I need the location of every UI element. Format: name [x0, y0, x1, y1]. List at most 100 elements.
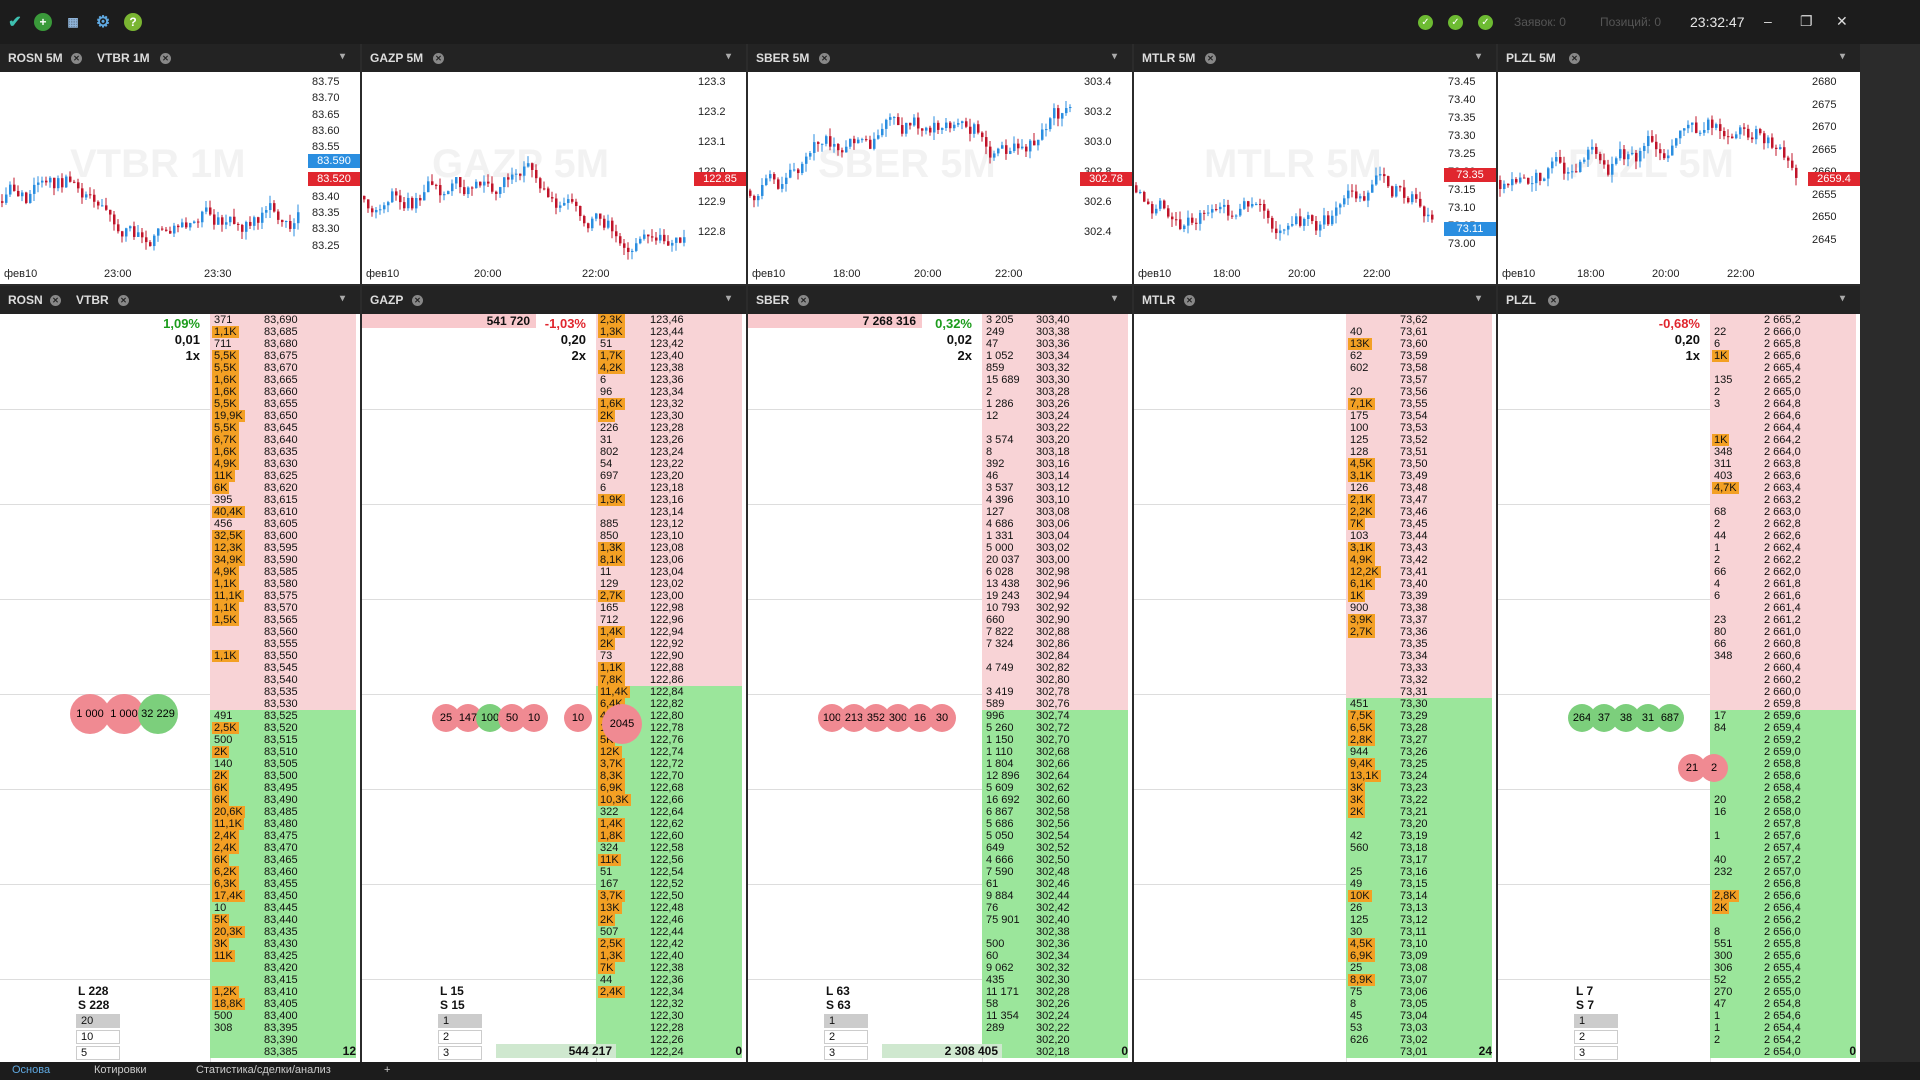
close-tab-icon[interactable]: ✕ [71, 53, 82, 64]
ask-row[interactable]: 7K 73,45 [1346, 518, 1492, 530]
help-icon[interactable]: ? [124, 13, 142, 31]
bid-row[interactable]: 12 896 302,64 [982, 770, 1128, 782]
bid-row[interactable]: 17 2 659,6 [1710, 710, 1856, 722]
ask-row[interactable]: 83,530 [210, 698, 356, 710]
ask-row[interactable]: 1,6K 83,635 [210, 446, 356, 458]
ask-row[interactable]: 6 123,18 [596, 482, 742, 494]
bid-row[interactable]: 6,5K 73,28 [1346, 722, 1492, 734]
ask-row[interactable]: 2K 122,92 [596, 638, 742, 650]
bid-row[interactable]: 47 2 654,8 [1710, 998, 1856, 1010]
bid-row[interactable]: 5 050 302,54 [982, 830, 1128, 842]
bid-row[interactable]: 11K 122,56 [596, 854, 742, 866]
ask-row[interactable]: 2 303,28 [982, 386, 1128, 398]
volume-preset[interactable]: 1 [1574, 1014, 1618, 1028]
ask-row[interactable]: 4 396 303,10 [982, 494, 1128, 506]
tab-sber[interactable]: SBER [756, 293, 790, 307]
volume-preset[interactable]: 2 [438, 1030, 482, 1044]
ask-row[interactable]: 73,62 [1346, 314, 1492, 326]
table-icon[interactable]: ▦ [67, 15, 79, 29]
bid-row[interactable]: 11 354 302,24 [982, 1010, 1128, 1022]
bid-row[interactable]: 8,9K 73,07 [1346, 974, 1492, 986]
ask-row[interactable]: 73,31 [1346, 686, 1492, 698]
ask-row[interactable]: 1,6K 83,665 [210, 374, 356, 386]
ask-row[interactable]: 62 73,59 [1346, 350, 1492, 362]
ask-row[interactable]: 4,9K 83,630 [210, 458, 356, 470]
bid-row[interactable]: 9 884 302,44 [982, 890, 1128, 902]
ask-row[interactable]: 73,32 [1346, 674, 1492, 686]
bid-row[interactable]: 6K 83,495 [210, 782, 356, 794]
ask-row[interactable]: 6 028 302,98 [982, 566, 1128, 578]
bid-row[interactable]: 1 110 302,68 [982, 746, 1128, 758]
bid-row[interactable]: 2,5K 83,520 [210, 722, 356, 734]
ask-row[interactable]: 2 2 662,2 [1710, 554, 1856, 566]
bid-row[interactable]: 18,8K 83,405 [210, 998, 356, 1010]
bid-row[interactable]: 9,4K 73,25 [1346, 758, 1492, 770]
bid-row[interactable]: 2K 73,21 [1346, 806, 1492, 818]
bid-row[interactable]: 58 302,26 [982, 998, 1128, 1010]
ask-row[interactable]: 54 123,22 [596, 458, 742, 470]
bid-row[interactable]: 1,4K 122,62 [596, 818, 742, 830]
bid-row[interactable]: 16 692 302,60 [982, 794, 1128, 806]
bid-row[interactable]: 6 867 302,58 [982, 806, 1128, 818]
ask-row[interactable]: 1,1K 83,550 [210, 650, 356, 662]
ask-row[interactable]: 1,5K 83,565 [210, 614, 356, 626]
tab-mtlr-5m[interactable]: MTLR 5M [1142, 51, 1196, 65]
gear-icon[interactable]: ⚙ [95, 14, 111, 31]
bid-row[interactable]: 2K 2 656,4 [1710, 902, 1856, 914]
bid-row[interactable]: 6,9K 73,09 [1346, 950, 1492, 962]
ask-row[interactable]: 40 73,61 [1346, 326, 1492, 338]
ask-row[interactable]: 1,6K 83,660 [210, 386, 356, 398]
close-tab-icon[interactable]: ✕ [1548, 295, 1559, 306]
ask-row[interactable]: 1 2 662,4 [1710, 542, 1856, 554]
bid-row[interactable]: 3K 73,23 [1346, 782, 1492, 794]
close-tab-icon[interactable]: ✕ [819, 53, 830, 64]
bid-row[interactable]: 451 73,30 [1346, 698, 1492, 710]
bid-row[interactable]: 30 73,11 [1346, 926, 1492, 938]
bid-row[interactable]: 2 658,4 [1710, 782, 1856, 794]
bid-row[interactable]: 5 260 302,72 [982, 722, 1128, 734]
ask-row[interactable]: 1K 73,39 [1346, 590, 1492, 602]
volume-preset[interactable]: 1 [824, 1014, 868, 1028]
bid-row[interactable]: 51 122,54 [596, 866, 742, 878]
bid-row[interactable]: 49 73,15 [1346, 878, 1492, 890]
ask-row[interactable]: 12,3K 83,595 [210, 542, 356, 554]
ask-row[interactable]: 4,7K 2 663,4 [1710, 482, 1856, 494]
bid-row[interactable]: 3K 73,22 [1346, 794, 1492, 806]
bid-row[interactable]: 1 2 654,6 [1710, 1010, 1856, 1022]
ask-row[interactable]: 3,9K 73,37 [1346, 614, 1492, 626]
dropdown-icon[interactable]: ▾ [1840, 293, 1846, 304]
bid-row[interactable]: 11,4K 122,84 [596, 686, 742, 698]
bid-row[interactable]: 6,9K 122,68 [596, 782, 742, 794]
tab-osnova[interactable]: Основа [12, 1064, 51, 1076]
tab-rosn[interactable]: ROSN [8, 293, 43, 307]
dropdown-icon[interactable]: ▾ [1112, 51, 1118, 62]
ask-row[interactable]: 660 302,90 [982, 614, 1128, 626]
ask-row[interactable]: 96 123,34 [596, 386, 742, 398]
order-book[interactable]: 73,62 40 73,61 13K 73,60 62 73,59 602 73,58 73,57… [1134, 314, 1496, 1062]
ask-row[interactable]: 348 2 660,6 [1710, 650, 1856, 662]
ask-row[interactable]: 13 438 302,96 [982, 578, 1128, 590]
ask-row[interactable]: 4 686 303,06 [982, 518, 1128, 530]
bid-row[interactable]: 20 2 658,2 [1710, 794, 1856, 806]
ask-row[interactable]: 6 2 665,8 [1710, 338, 1856, 350]
ask-row[interactable]: 83,545 [210, 662, 356, 674]
bid-row[interactable]: 322 122,64 [596, 806, 742, 818]
ask-row[interactable]: 2 659,8 [1710, 698, 1856, 710]
bid-row[interactable]: 500 302,36 [982, 938, 1128, 950]
bid-row[interactable]: 2 2 654,2 [1710, 1034, 1856, 1046]
bid-row[interactable]: 2,8K 73,27 [1346, 734, 1492, 746]
bid-row[interactable]: 2K 83,510 [210, 746, 356, 758]
ask-row[interactable]: 44 2 662,6 [1710, 530, 1856, 542]
bid-row[interactable]: 83,390 [210, 1034, 356, 1046]
ask-row[interactable]: 1,6K 123,32 [596, 398, 742, 410]
ask-row[interactable]: 1,9K 123,16 [596, 494, 742, 506]
tab-rosn-5m[interactable]: ROSN 5M [8, 51, 63, 65]
tab-sber-5m[interactable]: SBER 5M [756, 51, 810, 65]
order-book[interactable]: 3 205 303,40 249 303,38 47 303,36 1 052 303,34 8… [748, 314, 1132, 1062]
bid-row[interactable]: 300 2 655,6 [1710, 950, 1856, 962]
ask-row[interactable]: 83,560 [210, 626, 356, 638]
ask-row[interactable]: 2 660,2 [1710, 674, 1856, 686]
close-tab-icon[interactable]: ✕ [412, 295, 423, 306]
bid-row[interactable]: 2 658,6 [1710, 770, 1856, 782]
tab-vtbr-1m[interactable]: VTBR 1M [97, 51, 150, 65]
